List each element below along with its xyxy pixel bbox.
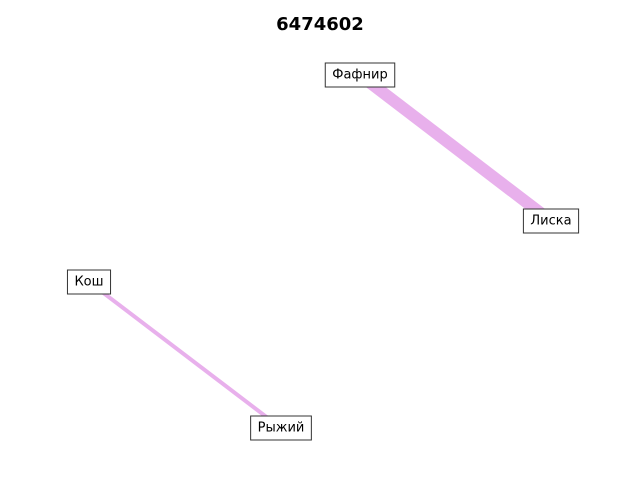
node-box	[324, 62, 396, 88]
edge-fafnir-liska	[364, 76, 547, 220]
nodes-layer: Фафнир Лиска Кош Рыжий	[66, 62, 580, 441]
node-box	[250, 415, 312, 441]
node-label: Фафнир	[332, 68, 387, 83]
node-label: Кош	[74, 275, 103, 290]
edges-layer	[95, 76, 547, 424]
node-fafnir[interactable]: Фафнир	[324, 62, 396, 88]
node-label: Рыжий	[258, 421, 305, 436]
diagram-title: 6474602	[276, 14, 364, 35]
node-kosh[interactable]: Кош	[66, 269, 112, 295]
node-label: Лиска	[530, 214, 571, 229]
node-ryzhiy[interactable]: Рыжий	[250, 415, 312, 441]
node-box	[522, 208, 580, 234]
node-box	[66, 269, 112, 295]
edge-kosh-ryzhiy	[95, 286, 275, 424]
node-liska[interactable]: Лиска	[522, 208, 580, 234]
